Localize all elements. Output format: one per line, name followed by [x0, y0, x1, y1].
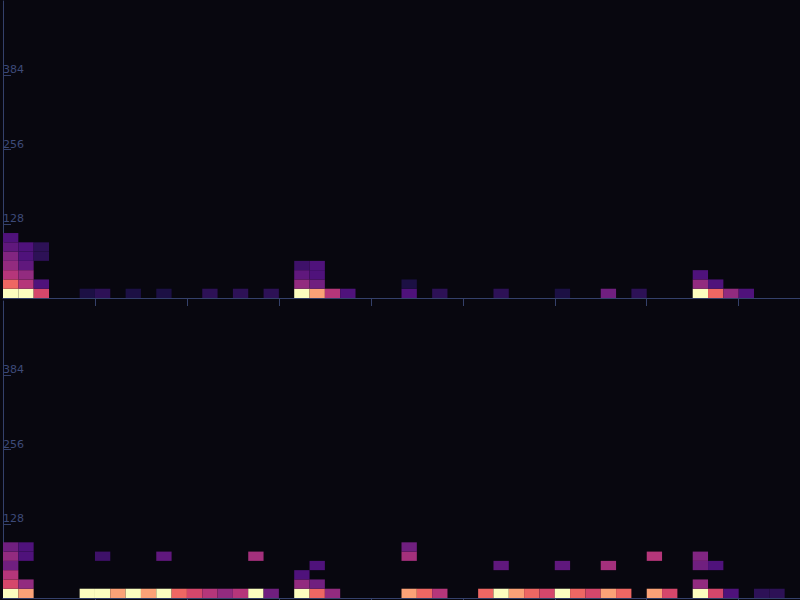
svg-text:128: 128	[3, 512, 24, 525]
svg-text:256: 256	[3, 438, 24, 451]
svg-text:128: 128	[3, 212, 24, 225]
svg-text:384: 384	[3, 363, 24, 376]
svg-text:256: 256	[3, 138, 24, 151]
svg-text:384: 384	[3, 63, 24, 76]
